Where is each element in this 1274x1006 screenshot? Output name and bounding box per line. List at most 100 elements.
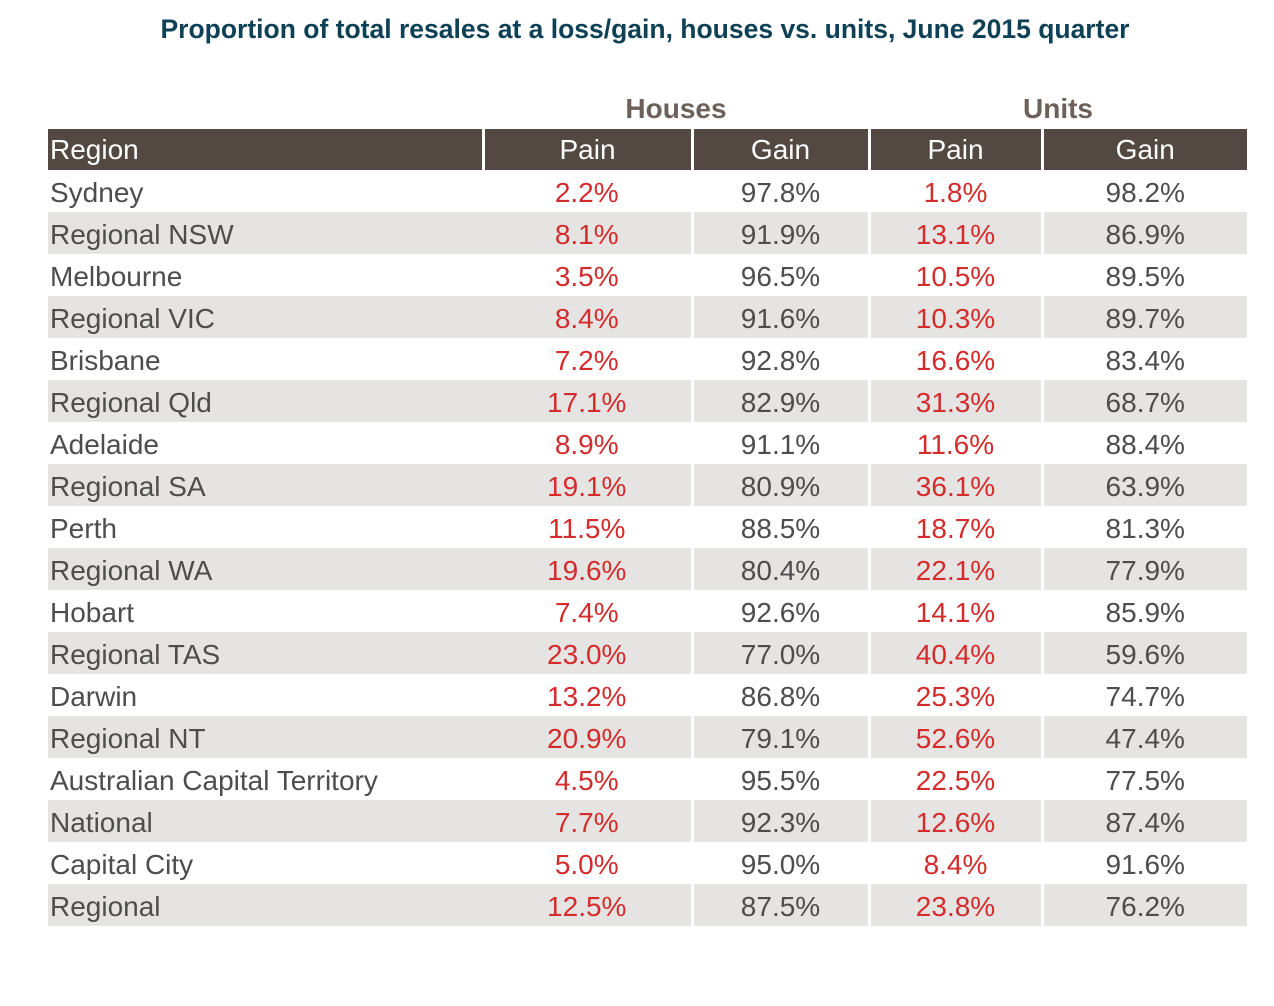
cell-houses-pain: 5.0% [483,842,694,884]
cell-houses-gain: 92.8% [692,338,871,380]
cell-houses-gain: 95.5% [692,758,871,800]
cell-houses-gain: 87.5% [692,884,871,926]
cell-region: Darwin [50,681,138,712]
cell-units-pain: 11.6% [869,422,1044,464]
table-row: Sydney 2.2% 97.8% 1.8% 98.2% [48,170,1247,212]
cell-units-gain: 59.6% [1042,632,1247,674]
table-row: National 7.7% 92.3% 12.6% 87.4% [48,800,1247,842]
cell-units-pain: 23.8% [869,884,1044,926]
table-row: Hobart 7.4% 92.6% 14.1% 85.9% [48,590,1247,632]
cell-region: Regional VIC [48,296,483,338]
cell-units-pain: 22.5% [869,758,1044,800]
cell-units-pain: 18.7% [869,506,1044,548]
cell-units-pain: 1.8% [869,170,1044,212]
cell-region: Regional Qld [48,380,483,422]
cell-houses-gain: 82.9% [692,380,871,422]
table-row: Regional SA 19.1% 80.9% 36.1% 63.9% [48,464,1247,506]
cell-units-gain: 76.2% [1042,884,1247,926]
column-header-region: Region [48,129,485,170]
cell-region: Brisbane [50,345,161,376]
table-row: Regional VIC 8.4% 91.6% 10.3% 89.7% [48,296,1247,338]
cell-region: Regional [48,884,483,926]
cell-houses-gain: 95.0% [692,842,871,884]
cell-houses-gain: 91.1% [692,422,871,464]
cell-houses-pain: 20.9% [483,716,694,758]
table-row: Capital City 5.0% 95.0% 8.4% 91.6% [48,842,1247,884]
table-header-row: Region Pain Gain Pain Gain [48,129,1247,170]
cell-houses-pain: 4.5% [483,758,694,800]
cell-units-pain: 40.4% [869,632,1044,674]
cell-units-gain: 77.9% [1042,548,1247,590]
table-row: Regional WA 19.6% 80.4% 22.1% 77.9% [48,548,1247,590]
cell-houses-pain: 2.2% [483,170,694,212]
cell-units-pain: 31.3% [869,380,1044,422]
cell-houses-pain: 8.4% [483,296,694,338]
cell-region: Regional TAS [48,632,483,674]
cell-houses-gain: 80.4% [692,548,871,590]
cell-houses-gain: 92.6% [692,590,871,632]
cell-region: Sydney [50,177,144,208]
cell-houses-gain: 86.8% [692,674,871,716]
cell-units-gain: 77.5% [1105,765,1185,796]
column-header-units-gain: Gain [1042,129,1247,170]
cell-units-gain: 87.4% [1042,800,1247,842]
table-row: Regional NT 20.9% 79.1% 52.6% 47.4% [48,716,1247,758]
table-row: Regional TAS 23.0% 77.0% 40.4% 59.6% [48,632,1247,674]
cell-units-gain: 85.9% [1105,597,1185,628]
table-row: Perth 11.5% 88.5% 18.7% 81.3% [48,506,1247,548]
chart-title: Proportion of total resales at a loss/ga… [160,14,1130,44]
cell-units-gain: 89.5% [1105,261,1185,292]
cell-houses-pain: 12.5% [483,884,694,926]
cell-houses-gain: 96.5% [692,254,871,296]
column-header-houses-gain: Gain [692,129,871,170]
table-row: Melbourne 3.5% 96.5% 10.5% 89.5% [48,254,1247,296]
table-row: Regional NSW 8.1% 91.9% 13.1% 86.9% [48,212,1247,254]
cell-houses-gain: 80.9% [692,464,871,506]
cell-region: Regional WA [48,548,483,590]
cell-region: National [48,800,483,842]
column-header-houses-pain: Pain [483,129,694,170]
cell-region: Perth [50,513,117,544]
cell-houses-pain: 11.5% [483,506,694,548]
resales-table: Region Pain Gain Pain Gain Sydney 2.2% 97.… [48,129,1247,926]
cell-units-gain: 86.9% [1042,212,1247,254]
cell-houses-gain: 91.6% [692,296,871,338]
cell-houses-pain: 13.2% [483,674,694,716]
table-row: Darwin 13.2% 86.8% 25.3% 74.7% [48,674,1247,716]
cell-houses-pain: 7.2% [483,338,694,380]
cell-houses-pain: 23.0% [483,632,694,674]
cell-units-gain: 91.6% [1105,849,1185,880]
cell-houses-pain: 8.9% [483,422,694,464]
cell-region: Australian Capital Territory [50,765,378,796]
cell-houses-pain: 17.1% [483,380,694,422]
cell-houses-pain: 19.1% [483,464,694,506]
cell-units-pain: 10.5% [869,254,1044,296]
cell-houses-pain: 7.4% [483,590,694,632]
cell-units-pain: 14.1% [869,590,1044,632]
cell-units-pain: 16.6% [869,338,1044,380]
cell-units-pain: 52.6% [869,716,1044,758]
cell-units-gain: 68.7% [1042,380,1247,422]
cell-units-gain: 98.2% [1105,177,1185,208]
cell-units-pain: 10.3% [869,296,1044,338]
cell-region: Capital City [50,849,194,880]
group-header-units: Units [1023,93,1093,124]
table-row: Regional 12.5% 87.5% 23.8% 76.2% [48,884,1247,926]
cell-region: Adelaide [50,429,159,460]
cell-houses-pain: 3.5% [483,254,694,296]
cell-units-gain: 47.4% [1042,716,1247,758]
group-header-houses: Houses [625,93,727,124]
cell-units-pain: 12.6% [869,800,1044,842]
table-row: Brisbane 7.2% 92.8% 16.6% 83.4% [48,338,1247,380]
cell-units-gain: 63.9% [1042,464,1247,506]
cell-units-pain: 36.1% [869,464,1044,506]
table-body: Sydney 2.2% 97.8% 1.8% 98.2% Regional NSW 8.1%… [48,170,1247,926]
cell-units-gain: 74.7% [1105,681,1185,712]
cell-houses-pain: 7.7% [483,800,694,842]
cell-units-pain: 13.1% [869,212,1044,254]
cell-houses-gain: 77.0% [692,632,871,674]
column-header-units-pain: Pain [869,129,1044,170]
cell-houses-gain: 88.5% [692,506,871,548]
cell-units-pain: 22.1% [869,548,1044,590]
cell-region: Regional SA [48,464,483,506]
